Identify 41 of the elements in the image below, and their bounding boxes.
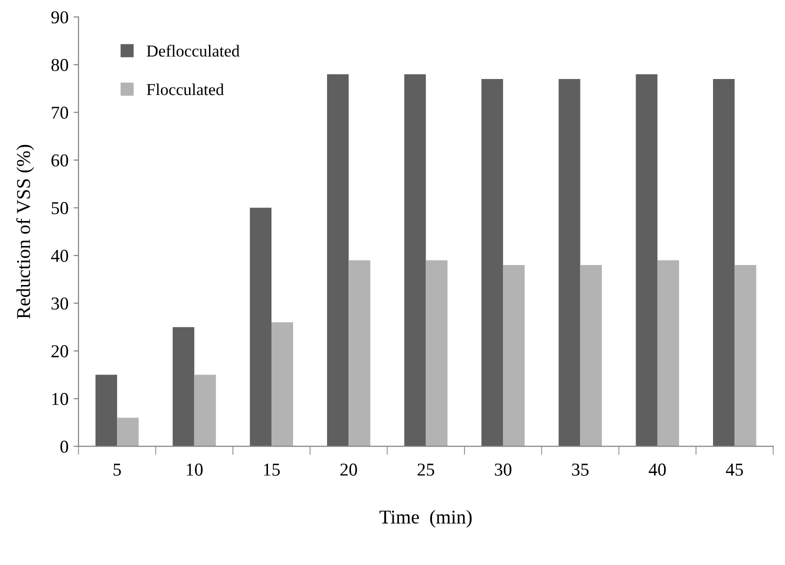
x-tick-label: 10 (186, 464, 203, 476)
bar (713, 78, 735, 446)
x-axis-title: Time (min) (380, 510, 472, 528)
bar (172, 327, 194, 446)
bar (327, 74, 349, 446)
y-axis-title: Reduction of VSS (%) (16, 144, 34, 319)
y-tick-label: 80 (51, 58, 68, 72)
bar (734, 265, 756, 446)
y-tick-label: 0 (60, 440, 68, 453)
x-tick-label: 5 (114, 464, 121, 476)
y-tick-label: 10 (52, 392, 68, 406)
y-tick-label: 90 (51, 11, 68, 24)
x-tick-label: 25 (418, 464, 434, 476)
y-tick-label: 20 (52, 345, 68, 358)
y-tick-label: 60 (52, 154, 68, 167)
bar (503, 265, 525, 446)
bar (580, 265, 602, 446)
bar (348, 260, 370, 446)
bar (404, 74, 426, 446)
bar (657, 260, 680, 446)
legend-label: Flocculated (146, 83, 224, 96)
bar (558, 78, 580, 446)
bar (250, 208, 272, 446)
legend-label: Deflocculated (146, 44, 240, 57)
bar (271, 322, 294, 446)
x-tick-label: 15 (264, 464, 280, 476)
bar (481, 78, 504, 446)
bar (426, 260, 448, 446)
bar (636, 74, 658, 446)
x-tick-label: 45 (726, 464, 743, 476)
bar (194, 374, 216, 446)
y-tick-label: 30 (52, 297, 68, 310)
y-tick-label: 50 (52, 202, 68, 214)
x-tick-label: 40 (648, 464, 666, 476)
y-tick-label: 40 (51, 250, 68, 262)
x-tick-label: 20 (340, 464, 358, 476)
y-tick-label: 70 (52, 106, 68, 119)
bar (95, 374, 118, 446)
x-tick-label: 35 (572, 464, 589, 476)
x-tick-label: 30 (494, 464, 512, 476)
bar (117, 418, 139, 446)
